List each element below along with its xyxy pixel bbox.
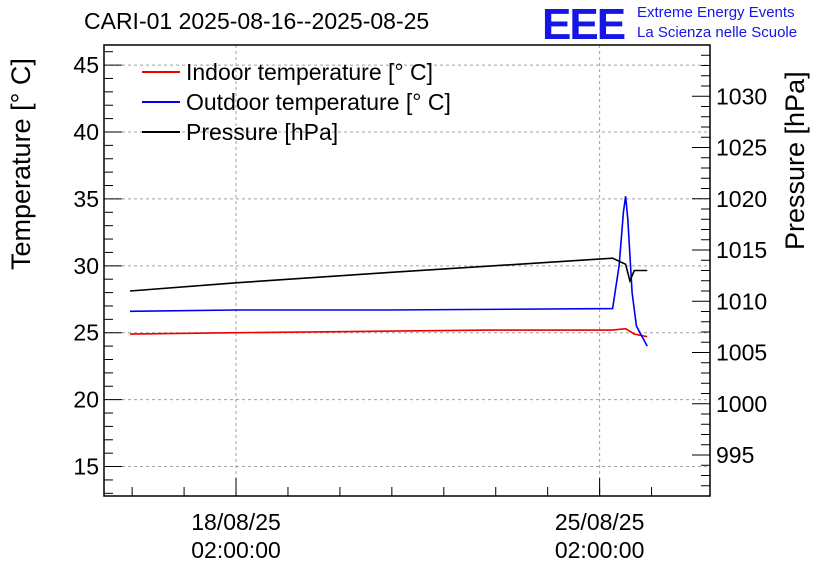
y-tick-label: 30 bbox=[73, 253, 99, 279]
x-tick-label-date: 25/08/25 bbox=[555, 509, 645, 535]
y2-tick-label: 1025 bbox=[716, 135, 767, 161]
y-axis-label-left: Temperature [° C] bbox=[6, 58, 36, 270]
y2-tick-label: 1020 bbox=[716, 186, 767, 212]
x-tick-label-time: 02:00:00 bbox=[191, 537, 281, 563]
y-axis-label-right: Pressure [hPa] bbox=[780, 71, 810, 250]
y2-tick-label: 1015 bbox=[716, 237, 767, 263]
eee-logo: EEE bbox=[542, 0, 626, 49]
legend: Indoor temperature [° C] Outdoor temperat… bbox=[142, 59, 451, 145]
logo-line-2: La Scienza nelle Scuole bbox=[637, 24, 798, 41]
series-lines bbox=[129, 196, 648, 347]
y2-tick-label: 1000 bbox=[716, 391, 767, 417]
y-tick-label: 20 bbox=[73, 387, 99, 413]
y2-tick-label: 995 bbox=[716, 442, 754, 468]
axes: 15 20 25 30 35 40 45 995 1000 1005 1010 1015 1020 102… bbox=[73, 44, 767, 563]
logo-line-1: Extreme Energy Events bbox=[637, 4, 795, 21]
y2-tick-label: 1030 bbox=[716, 83, 767, 109]
grid-lines bbox=[104, 45, 710, 496]
legend-label: Pressure [hPa] bbox=[186, 119, 338, 145]
y-tick-label: 40 bbox=[73, 119, 99, 145]
y2-tick-label: 1010 bbox=[716, 288, 767, 314]
y-tick-label: 15 bbox=[73, 454, 99, 480]
legend-label: Outdoor temperature [° C] bbox=[186, 89, 451, 115]
series-line bbox=[129, 257, 648, 292]
legend-label: Indoor temperature [° C] bbox=[186, 59, 433, 85]
y-tick-label: 35 bbox=[73, 186, 99, 212]
y-tick-label: 45 bbox=[73, 52, 99, 78]
y2-tick-label: 1005 bbox=[716, 340, 767, 366]
series-line bbox=[129, 196, 648, 347]
x-tick-label-time: 02:00:00 bbox=[555, 537, 645, 563]
x-tick-label-date: 18/08/25 bbox=[191, 509, 281, 535]
y-tick-label: 25 bbox=[73, 320, 99, 346]
chart-title: CARI-01 2025-08-16--2025-08-25 bbox=[84, 8, 430, 34]
series-line bbox=[129, 327, 648, 338]
